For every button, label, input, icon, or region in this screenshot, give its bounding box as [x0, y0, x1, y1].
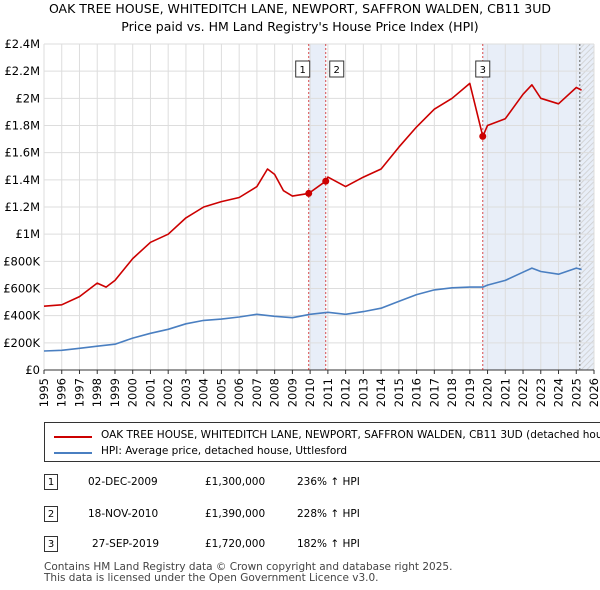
x-tick-label: 2020: [481, 378, 495, 407]
y-tick-label: £800K: [3, 254, 40, 268]
y-tick-label: £2.4M: [4, 37, 40, 51]
legend-label-property: OAK TREE HOUSE, WHITEDITCH LANE, NEWPORT…: [101, 429, 600, 441]
x-tick-label: 2012: [339, 378, 353, 407]
y-tick-label: £600K: [3, 282, 40, 296]
x-tick-label: 2008: [268, 378, 282, 407]
y-tick-label: £1.6M: [4, 146, 40, 160]
sale-label: 1: [295, 60, 311, 78]
legend-item-property: OAK TREE HOUSE, WHITEDITCH LANE, NEWPORT…: [45, 428, 600, 446]
sale-date: 18-NOV-2010: [88, 508, 159, 520]
x-tick-label: 2019: [463, 378, 477, 407]
y-tick-label: £2M: [15, 91, 40, 105]
x-tick-label: 2023: [534, 378, 548, 407]
x-tick-label: 2017: [427, 378, 441, 407]
sales-table-row: 1 02-DEC-2009 £1,300,000 236% ↑ HPI: [0, 474, 600, 494]
legend-label-hpi: HPI: Average price, detached house, Uttl…: [101, 445, 348, 457]
x-tick-label: 2002: [161, 378, 175, 407]
sale-label-box: [475, 60, 491, 78]
legend-swatch-hpi: [54, 452, 92, 454]
x-tick-label: 2018: [445, 378, 459, 407]
sale-point: [305, 189, 313, 197]
hpi-line: [43, 267, 582, 352]
x-tick-label: 2001: [143, 378, 157, 407]
y-tick-label: £1M: [15, 227, 40, 241]
x-tick-label: 2021: [498, 378, 512, 407]
x-tick-label: 2005: [214, 378, 228, 407]
sale-label-text: 1: [300, 65, 306, 76]
sale-price: £1,390,000: [205, 508, 266, 520]
x-tick-label: 2003: [179, 378, 193, 407]
chart-subtitle: Price paid vs. HM Land Registry's House …: [121, 19, 479, 34]
x-tick-label: 2013: [356, 378, 370, 407]
x-tick-label: 1999: [108, 378, 122, 407]
x-tick-label: 2000: [126, 378, 140, 407]
sale-hpi: 228% ↑ HPI: [297, 508, 360, 520]
y-tick-label: £2.2M: [4, 64, 40, 78]
sale-badge: 1: [44, 474, 58, 490]
x-tick-label: 2006: [232, 378, 246, 407]
x-tick-label: 2022: [516, 378, 530, 407]
y-tick-label: £400K: [3, 309, 40, 323]
y-tick-label: £1.8M: [4, 119, 40, 133]
property-price-line: [43, 82, 582, 307]
sale-badge: 3: [44, 536, 58, 552]
legend-item-hpi: HPI: Average price, detached house, Uttl…: [45, 444, 600, 461]
x-tick-label: 2026: [587, 378, 600, 407]
sales-table-row: 3 27-SEP-2019 £1,720,000 182% ↑ HPI: [0, 536, 600, 556]
x-tick-label: 2014: [374, 378, 388, 407]
legend-swatch-property: [54, 436, 92, 438]
x-tick-label: 1996: [55, 378, 69, 407]
sale-point: [322, 177, 330, 185]
x-tick-label: 2015: [392, 378, 406, 407]
x-tick-label: 2016: [410, 378, 424, 407]
sale-badge: 2: [44, 506, 58, 522]
y-tick-label: £1.2M: [4, 200, 40, 214]
sale-label-text: 2: [334, 65, 340, 76]
x-tick-label: 2009: [285, 378, 299, 407]
legend: OAK TREE HOUSE, WHITEDITCH LANE, NEWPORT…: [44, 422, 600, 462]
sale-point: [479, 132, 487, 140]
x-tick-label: 2024: [552, 378, 566, 407]
x-tick-label: 2025: [569, 378, 583, 407]
sale-price: £1,720,000: [205, 538, 266, 550]
footer-license: This data is licensed under the Open Gov…: [44, 572, 379, 584]
sale-date: 02-DEC-2009: [88, 476, 158, 488]
sale-hpi: 236% ↑ HPI: [297, 476, 360, 488]
y-tick-label: £0: [25, 363, 40, 377]
footer: Contains HM Land Registry data © Crown c…: [44, 562, 452, 584]
footer-copyright: Contains HM Land Registry data © Crown c…: [44, 561, 453, 573]
sale-date: 27-SEP-2019: [92, 538, 160, 550]
y-tick-label: £200K: [3, 336, 40, 350]
sale-price: £1,300,000: [205, 476, 266, 488]
x-tick-label: 2004: [197, 378, 211, 407]
y-tick-label: £1.4M: [4, 173, 40, 187]
sale-label-text: 3: [480, 65, 486, 76]
price-chart: £0 £200K £400K £600K £800K £1M £1.2M £1.4M £1.6M…: [3, 37, 600, 407]
sale-hpi: 182% ↑ HPI: [297, 538, 360, 550]
x-tick-label: 2007: [250, 378, 264, 407]
x-tick-label: 2010: [303, 378, 317, 407]
chart-title: OAK TREE HOUSE, WHITEDITCH LANE, NEWPORT…: [48, 1, 552, 16]
sale-label: 2: [329, 60, 345, 78]
sale-label: 3: [475, 60, 491, 78]
x-tick-label: 1997: [72, 378, 86, 407]
x-tick-label: 1998: [90, 378, 104, 407]
sales-table-row: 2 18-NOV-2010 £1,390,000 228% ↑ HPI: [0, 506, 600, 526]
x-tick-label: 2011: [321, 378, 335, 407]
sale-label-box: [295, 60, 311, 78]
sale-label-box: [329, 60, 345, 78]
x-tick-label: 1995: [37, 378, 51, 407]
